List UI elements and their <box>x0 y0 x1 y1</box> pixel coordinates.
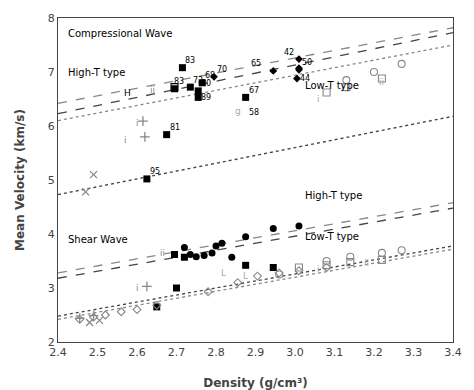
svg-text:58: 58 <box>249 108 259 117</box>
svg-text:83: 83 <box>174 77 184 86</box>
svg-text:g: g <box>235 106 241 116</box>
svg-text:4: 4 <box>48 228 55 241</box>
svg-text:3: 3 <box>48 282 55 295</box>
svg-text:ii: ii <box>364 258 369 268</box>
svg-text:81: 81 <box>170 123 180 132</box>
svg-text:3.0: 3.0 <box>286 346 304 359</box>
svg-text:i: i <box>317 94 320 104</box>
svg-text:2.4: 2.4 <box>49 346 67 359</box>
svg-text:89: 89 <box>201 93 211 102</box>
svg-text:H: H <box>124 88 131 98</box>
svg-text:High-T type: High-T type <box>305 190 362 201</box>
svg-text:High-T type: High-T type <box>68 67 125 78</box>
svg-text:5: 5 <box>48 174 55 187</box>
svg-text:2.8: 2.8 <box>207 346 225 359</box>
svg-text:3.4: 3.4 <box>444 346 462 359</box>
svg-text:ii: ii <box>379 77 384 87</box>
svg-text:ii: ii <box>150 85 155 95</box>
svg-text:65: 65 <box>251 59 261 68</box>
svg-text:50: 50 <box>302 58 312 67</box>
svg-text:72: 72 <box>193 76 203 85</box>
svg-text:Low-T type: Low-T type <box>305 231 359 242</box>
svg-text:i: i <box>136 118 139 128</box>
svg-text:7: 7 <box>48 66 55 79</box>
svg-text:80: 80 <box>201 79 211 88</box>
svg-text:83: 83 <box>185 56 195 65</box>
svg-text:Density (g/cm³): Density (g/cm³) <box>203 376 307 390</box>
svg-text:Low-T type: Low-T type <box>305 80 359 91</box>
svg-text:44: 44 <box>300 74 310 83</box>
svg-text:42: 42 <box>284 48 294 57</box>
svg-text:2: 2 <box>48 336 55 349</box>
svg-text:3.3: 3.3 <box>405 346 423 359</box>
svg-text:8: 8 <box>48 12 55 25</box>
svg-text:3.1: 3.1 <box>326 346 344 359</box>
svg-text:2.7: 2.7 <box>168 346 186 359</box>
svg-text:68: 68 <box>205 71 215 80</box>
svg-text:L: L <box>221 268 226 278</box>
svg-text:Shear Wave: Shear Wave <box>68 234 128 245</box>
svg-text:i: i <box>317 264 320 274</box>
svg-text:Mean Velocity (km/s): Mean Velocity (km/s) <box>13 109 27 251</box>
svg-text:2.5: 2.5 <box>89 346 107 359</box>
svg-text:2.6: 2.6 <box>128 346 146 359</box>
svg-text:70: 70 <box>217 65 227 74</box>
svg-text:i: i <box>124 135 127 145</box>
svg-text:2.9: 2.9 <box>247 346 265 359</box>
svg-text:i: i <box>136 283 139 293</box>
svg-text:L: L <box>243 271 248 281</box>
svg-text:ii: ii <box>160 248 165 258</box>
svg-text:Compressional Wave: Compressional Wave <box>68 28 172 39</box>
svg-text:67: 67 <box>249 86 259 95</box>
svg-text:3.2: 3.2 <box>365 346 383 359</box>
svg-text:95: 95 <box>150 167 160 176</box>
svg-text:6: 6 <box>48 120 55 133</box>
